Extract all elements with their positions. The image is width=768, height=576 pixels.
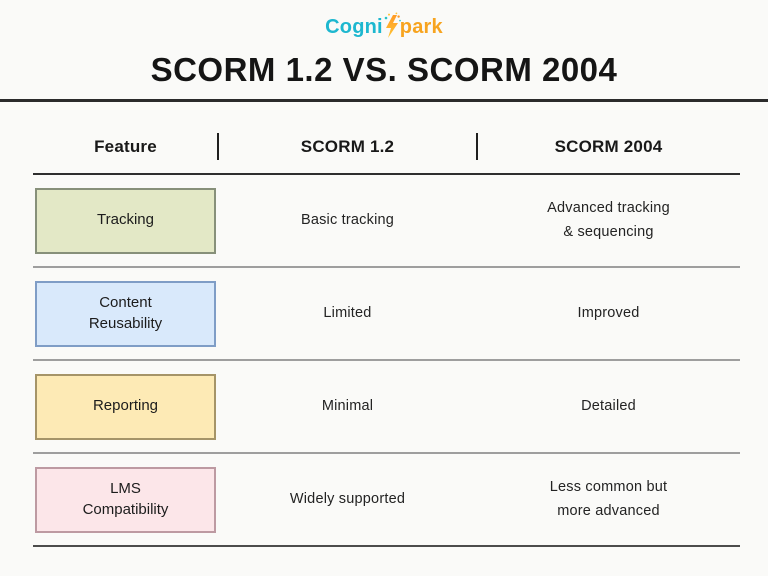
feature-box-reporting: Reporting — [35, 373, 216, 440]
scorm12-cell: Limited — [323, 304, 372, 321]
page-title: SCORM 1.2 VS. SCORM 2004 — [150, 51, 618, 88]
header-divider — [476, 133, 478, 160]
table-row: LMS Compatibility Widely supported Less … — [33, 454, 740, 547]
logo-text-park: park — [399, 16, 443, 38]
comparison-table: Feature SCORM 1.2 SCORM 2004 Tracking Ba… — [33, 120, 740, 547]
feature-box-lms-compatibility: LMS Compatibility — [35, 466, 216, 533]
scorm2004-cell: Improved — [577, 304, 640, 321]
table-header-row: Feature SCORM 1.2 SCORM 2004 — [33, 120, 740, 175]
lightning-bolt-icon — [383, 12, 401, 45]
scorm12-cell: Widely supported — [289, 490, 406, 507]
feature-box-content-reusability: Content Reusability — [35, 280, 216, 347]
scorm2004-cell: Advanced tracking & sequencing — [547, 200, 670, 240]
scorm2004-cell: Detailed — [581, 397, 636, 414]
column-header-scorm2004: SCORM 2004 — [554, 136, 663, 156]
title-divider-line — [0, 99, 768, 102]
table-row: Reporting Minimal Detailed — [33, 361, 740, 454]
column-header-feature: Feature — [94, 136, 157, 156]
table-row: Tracking Basic tracking Advanced trackin… — [33, 175, 740, 268]
scorm2004-cell: Less common but more advanced — [549, 479, 668, 519]
header-divider — [217, 133, 219, 160]
feature-box-tracking: Tracking — [35, 187, 216, 254]
logo: Cogni park — [0, 11, 768, 44]
column-header-scorm12: SCORM 1.2 — [300, 136, 395, 156]
scorm12-cell: Minimal — [321, 397, 374, 414]
scorm12-cell: Basic tracking — [300, 211, 395, 228]
logo-text-cogni: Cogni — [325, 16, 383, 38]
table-row: Content Reusability Limited Improved — [33, 268, 740, 361]
